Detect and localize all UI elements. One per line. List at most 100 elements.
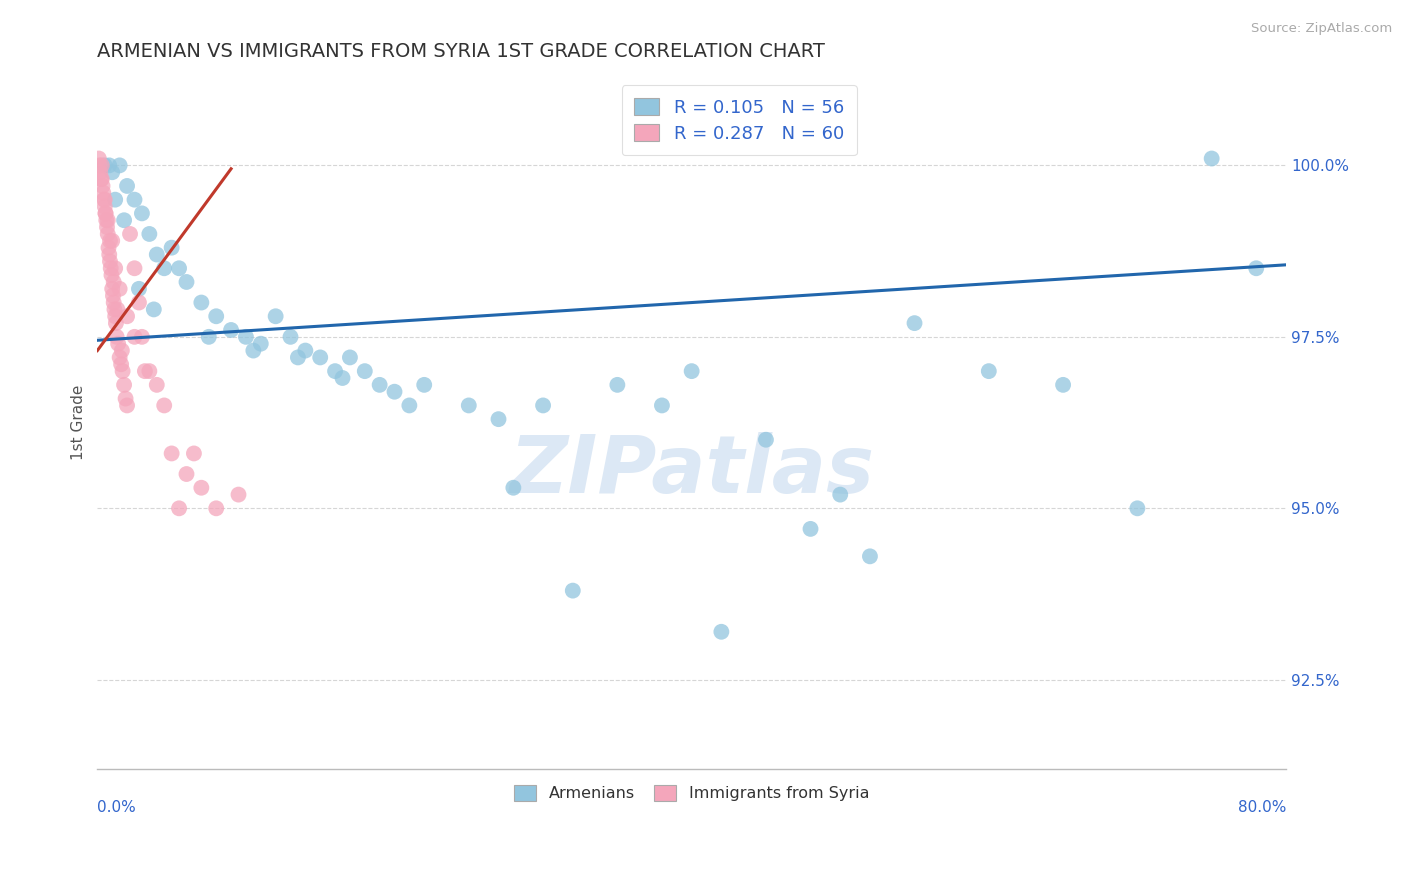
Legend: Armenians, Immigrants from Syria: Armenians, Immigrants from Syria [506, 778, 877, 809]
Point [100, 268, 122, 282]
Point [332, 371, 354, 385]
Point [176, 467, 198, 481]
Point [561, 583, 583, 598]
Point [146, 247, 169, 261]
Point [115, 178, 138, 193]
Point [264, 310, 287, 324]
Point [89, 165, 111, 179]
Point [710, 624, 733, 639]
Point [101, 234, 124, 248]
Point [98, 254, 121, 268]
Point [115, 399, 138, 413]
Point [89, 158, 111, 172]
Point [1052, 377, 1074, 392]
Point [138, 364, 160, 378]
Point [94, 193, 117, 207]
Text: ZIPatlas: ZIPatlas [509, 432, 875, 510]
Point [903, 316, 925, 330]
Point [100, 261, 122, 276]
Point [101, 165, 124, 179]
Point [153, 261, 176, 276]
Point [353, 364, 375, 378]
Point [108, 351, 131, 365]
Point [131, 206, 153, 220]
Y-axis label: 1st Grade: 1st Grade [72, 384, 86, 460]
Point [101, 288, 124, 302]
Point [134, 364, 156, 378]
Point [94, 206, 117, 220]
Point [128, 282, 150, 296]
Point [384, 384, 406, 399]
Point [167, 261, 190, 276]
Point [101, 282, 124, 296]
Point [98, 158, 121, 172]
Text: Source: ZipAtlas.com: Source: ZipAtlas.com [1251, 22, 1392, 36]
Point [98, 234, 121, 248]
Point [104, 193, 127, 207]
Point [830, 487, 852, 501]
Point [242, 343, 264, 358]
Point [142, 302, 165, 317]
Point [91, 186, 114, 200]
Point [977, 364, 1000, 378]
Point [107, 302, 129, 317]
Point [98, 247, 121, 261]
Point [228, 487, 250, 501]
Point [91, 178, 114, 193]
Point [103, 295, 125, 310]
Point [112, 213, 135, 227]
Point [160, 241, 183, 255]
Point [457, 399, 479, 413]
Point [205, 501, 228, 516]
Point [190, 295, 212, 310]
Point [90, 172, 112, 186]
Point [859, 549, 882, 564]
Point [681, 364, 703, 378]
Point [94, 158, 117, 172]
Point [111, 343, 134, 358]
Point [124, 261, 146, 276]
Point [190, 481, 212, 495]
Point [280, 330, 302, 344]
Point [287, 351, 309, 365]
Point [167, 501, 190, 516]
Point [249, 336, 271, 351]
Point [205, 310, 228, 324]
Point [94, 206, 117, 220]
Point [138, 227, 160, 241]
Point [118, 227, 141, 241]
Point [103, 302, 125, 317]
Point [146, 377, 169, 392]
Point [94, 200, 117, 214]
Text: 80.0%: 80.0% [1237, 800, 1286, 814]
Point [105, 330, 128, 344]
Point [104, 316, 127, 330]
Point [309, 351, 332, 365]
Point [111, 364, 134, 378]
Point [97, 213, 120, 227]
Text: ARMENIAN VS IMMIGRANTS FROM SYRIA 1ST GRADE CORRELATION CHART: ARMENIAN VS IMMIGRANTS FROM SYRIA 1ST GR… [97, 42, 825, 61]
Point [90, 172, 112, 186]
Point [1244, 261, 1267, 276]
Point [183, 446, 205, 460]
Point [110, 357, 132, 371]
Point [97, 241, 120, 255]
Point [96, 220, 118, 235]
Point [115, 310, 138, 324]
Point [339, 351, 361, 365]
Point [398, 399, 420, 413]
Point [413, 377, 436, 392]
Point [112, 377, 135, 392]
Point [104, 310, 127, 324]
Point [160, 446, 183, 460]
Point [294, 343, 316, 358]
Point [103, 275, 125, 289]
Point [197, 330, 219, 344]
Point [108, 282, 131, 296]
Point [368, 377, 391, 392]
Point [502, 481, 524, 495]
Point [799, 522, 821, 536]
Point [323, 364, 346, 378]
Point [90, 158, 112, 172]
Point [93, 193, 115, 207]
